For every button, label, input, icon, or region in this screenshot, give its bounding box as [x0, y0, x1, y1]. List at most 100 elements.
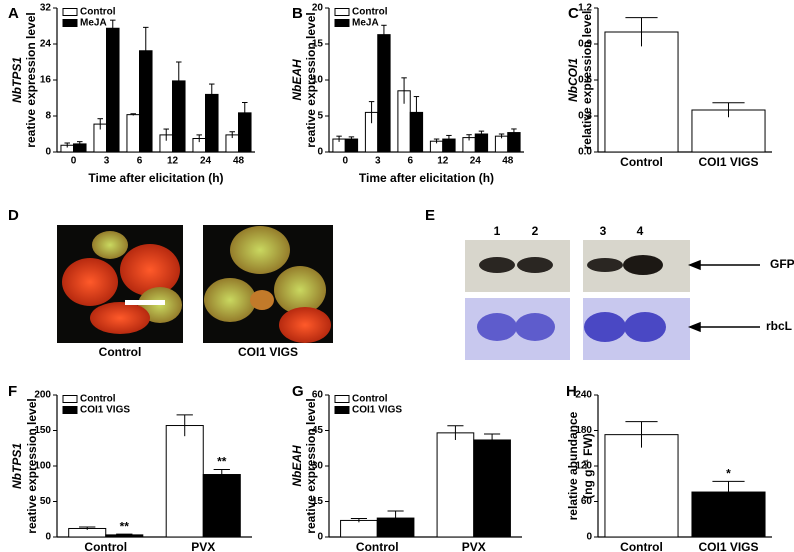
- legend-swatch: [334, 8, 350, 16]
- y-tick-label: 60: [312, 390, 324, 401]
- legend-label: Control: [352, 7, 388, 18]
- bar: [436, 432, 475, 538]
- photo-control: [57, 225, 183, 343]
- legend-label: COI1 VIGS: [352, 405, 402, 416]
- bar: [106, 27, 120, 153]
- y-tick-label: 5: [317, 111, 323, 122]
- y-tick-label: 0.9: [578, 39, 592, 50]
- lane-label: 2: [532, 224, 539, 238]
- annotation: *: [726, 467, 731, 481]
- y-tick-label: 240: [575, 390, 592, 401]
- x-tick-label: 24: [200, 156, 212, 167]
- y-tick-label: 1.2: [578, 3, 592, 14]
- legend-swatch: [62, 395, 78, 403]
- legend-label: MeJA: [80, 18, 107, 29]
- y-axis-label: NbCOI1: [566, 58, 580, 102]
- photo-caption: Control: [99, 345, 142, 359]
- x-tick-label: 12: [437, 156, 449, 167]
- y-tick-label: 0: [586, 532, 592, 543]
- x-tick-label: 0: [71, 156, 77, 167]
- legend-label: Control: [352, 394, 388, 405]
- y-axis-label: NbEAH: [290, 59, 304, 101]
- y-tick-label: 45: [312, 425, 324, 436]
- y-tick-label: 10: [312, 75, 324, 86]
- arrow: [687, 259, 760, 333]
- y-tick-label: 16: [40, 75, 52, 86]
- y-tick-label: 20: [312, 3, 324, 14]
- bar: [494, 135, 509, 153]
- x-tick-label: 3: [104, 156, 110, 167]
- y-tick-label: 0.0: [578, 147, 592, 158]
- y-axis-label: NbTPS1: [10, 57, 24, 103]
- x-tick-label: COI1 VIGS: [698, 540, 758, 552]
- y-tick-label: 0: [45, 147, 51, 158]
- legend-swatch: [62, 8, 78, 16]
- panel-letter: D: [8, 207, 19, 224]
- legend-label: Control: [80, 394, 116, 405]
- y-axis-label: relative expression level: [580, 11, 594, 150]
- y-axis-label: (ng g⁻¹ FW): [581, 433, 595, 499]
- y-tick-label: 200: [34, 390, 51, 401]
- panel-letter: C: [568, 5, 579, 22]
- legend-label: MeJA: [352, 18, 379, 29]
- photo-caption: COI1 VIGS: [238, 345, 298, 359]
- western-blot: [465, 240, 690, 292]
- y-axis-label: NbEAH: [290, 445, 304, 487]
- y-tick-label: 60: [581, 496, 593, 507]
- panel-letter: B: [292, 5, 303, 22]
- y-tick-label: 120: [575, 461, 592, 472]
- y-tick-label: 0.6: [578, 75, 592, 86]
- x-tick-label: 6: [137, 156, 143, 167]
- bar: [202, 474, 241, 538]
- lane-label: 3: [600, 224, 607, 238]
- y-axis-label: NbTPS1: [10, 443, 24, 489]
- x-tick-label: Control: [620, 155, 663, 169]
- x-tick-label: 48: [502, 156, 514, 167]
- bar: [340, 519, 378, 538]
- y-tick-label: 30: [312, 461, 324, 472]
- x-tick-label: 6: [407, 156, 413, 167]
- y-tick-label: 32: [40, 3, 52, 14]
- y-tick-label: 0.3: [578, 111, 592, 122]
- x-tick-label: 3: [375, 156, 381, 167]
- y-axis-label: reative expression level: [24, 12, 38, 147]
- x-tick-label: 12: [167, 156, 179, 167]
- bar: [604, 31, 679, 153]
- y-axis-label: reative expression level: [304, 398, 318, 533]
- x-tick-label: COI1 VIGS: [698, 155, 758, 169]
- panel-letter: H: [566, 383, 577, 400]
- y-tick-label: 0: [45, 532, 51, 543]
- y-tick-label: 15: [312, 39, 324, 50]
- bar: [126, 114, 140, 153]
- y-tick-label: 0: [317, 147, 323, 158]
- bar: [473, 439, 511, 538]
- y-axis-label: relative abundance: [566, 411, 580, 520]
- x-tick-label: 0: [342, 156, 348, 167]
- y-tick-label: 0: [317, 532, 323, 543]
- x-tick-label: 24: [470, 156, 482, 167]
- legend-swatch: [62, 406, 78, 414]
- legend-swatch: [62, 19, 78, 27]
- legend-label: Control: [80, 7, 116, 18]
- panel-letter: A: [8, 5, 19, 22]
- marker-label: rbcL: [766, 319, 792, 333]
- y-axis-label: reative expression level: [304, 12, 318, 147]
- x-tick-label: Control: [620, 540, 663, 552]
- x-tick-label: PVX: [462, 540, 486, 552]
- bar: [165, 425, 204, 538]
- panel-letter: G: [292, 383, 304, 400]
- bar: [377, 34, 391, 153]
- y-tick-label: 50: [40, 496, 52, 507]
- bar: [691, 491, 766, 538]
- x-tick-label: 48: [233, 156, 245, 167]
- bar: [604, 434, 679, 538]
- x-tick-label: Control: [84, 540, 127, 552]
- marker-label: GFP: [770, 257, 794, 271]
- panel-letter: F: [8, 383, 17, 400]
- lane-label: 1: [494, 224, 501, 238]
- x-tick-label: Control: [356, 540, 399, 552]
- annotation: **: [217, 455, 227, 469]
- coomassie-gel: [465, 298, 690, 360]
- legend-swatch: [334, 395, 350, 403]
